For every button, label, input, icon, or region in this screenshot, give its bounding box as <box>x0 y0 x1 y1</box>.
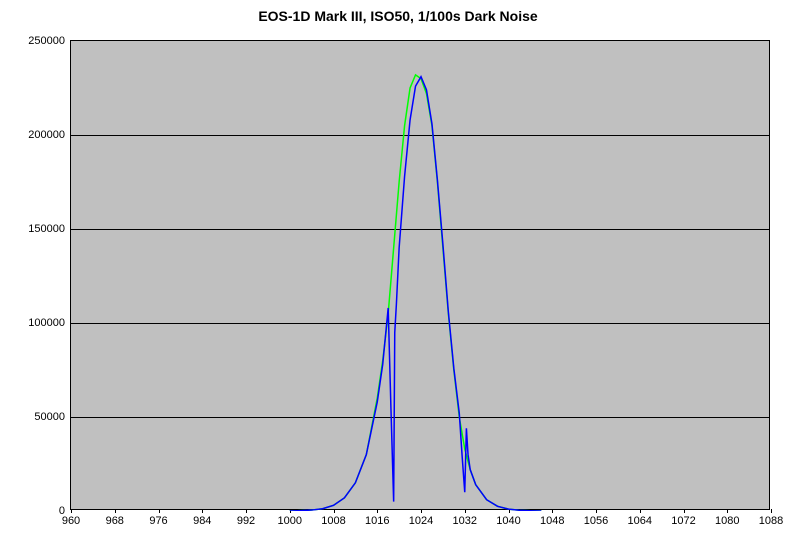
x-tick-label: 968 <box>106 509 124 527</box>
y-tick-label: 200000 <box>28 129 71 141</box>
x-tick-label: 1072 <box>671 509 695 527</box>
x-tick-label: 1088 <box>759 509 783 527</box>
x-tick-label: 1000 <box>278 509 302 527</box>
x-tick-label: 992 <box>237 509 255 527</box>
x-tick-label: 984 <box>193 509 211 527</box>
x-tick-label: 1048 <box>540 509 564 527</box>
x-tick-label: 1032 <box>453 509 477 527</box>
series-green <box>290 75 542 511</box>
series-blue <box>290 77 542 511</box>
x-tick-label: 1008 <box>321 509 345 527</box>
y-tick-label: 50000 <box>34 411 71 423</box>
x-tick-label: 1080 <box>715 509 739 527</box>
x-tick-label: 960 <box>62 509 80 527</box>
chart-series-layer <box>71 41 771 511</box>
plot-area: 0500001000001500002000002500009609689769… <box>70 40 770 510</box>
x-tick-label: 976 <box>149 509 167 527</box>
x-tick-label: 1024 <box>409 509 433 527</box>
chart-title: EOS-1D Mark III, ISO50, 1/100s Dark Nois… <box>0 8 796 24</box>
y-tick-label: 150000 <box>28 223 71 235</box>
y-tick-label: 100000 <box>28 317 71 329</box>
x-tick-label: 1064 <box>628 509 652 527</box>
y-tick-label: 250000 <box>28 35 71 47</box>
x-tick-label: 1056 <box>584 509 608 527</box>
x-tick-label: 1040 <box>496 509 520 527</box>
x-tick-label: 1016 <box>365 509 389 527</box>
